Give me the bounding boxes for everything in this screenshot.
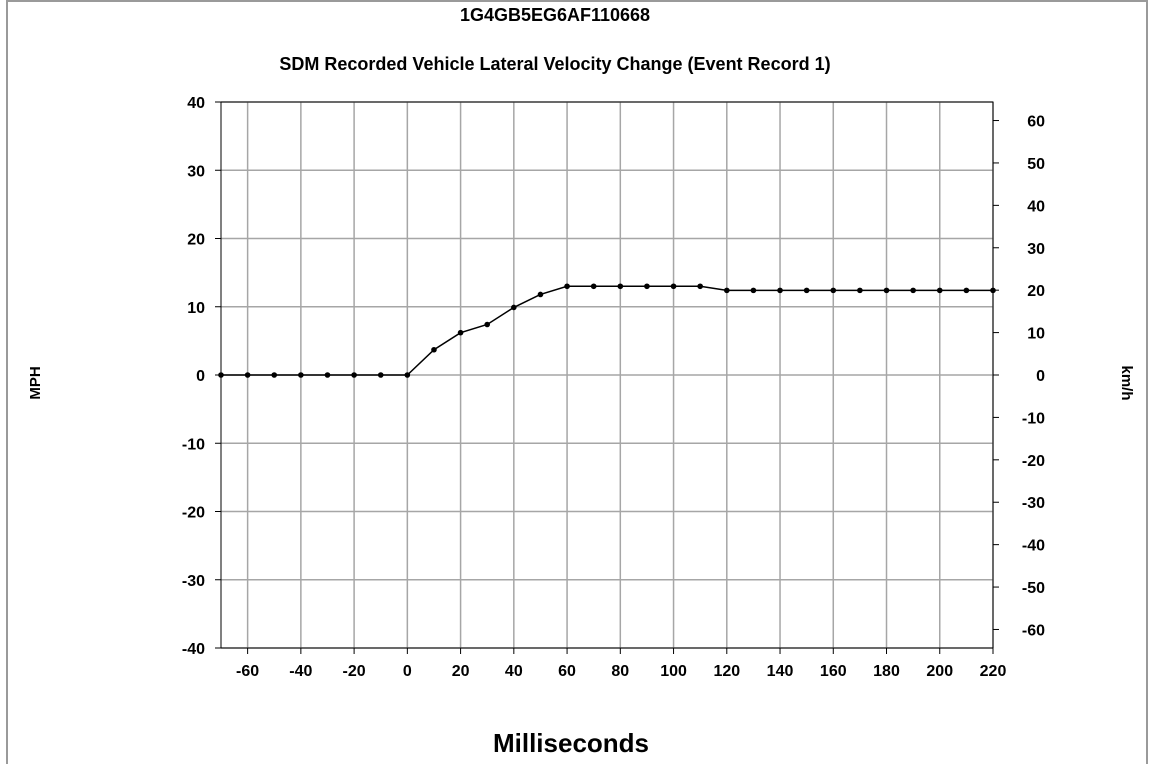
data-point xyxy=(830,287,837,294)
x-tick-label: 180 xyxy=(873,663,900,680)
x-tick-label: 100 xyxy=(660,663,687,680)
y-axis-right-ticks: -60 -50 -40 -30 -20 -10 0 10 20 30 40 50 60 xyxy=(993,114,1045,639)
data-point xyxy=(697,283,703,290)
y-tick-label-left: -20 xyxy=(182,505,205,522)
y-tick-label-right: -40 xyxy=(1022,538,1045,555)
y-tick-label-right: 0 xyxy=(1036,368,1045,385)
y-tick-label-right: -20 xyxy=(1022,453,1045,470)
chart-subtitle: SDM Recorded Vehicle Lateral Velocity Ch… xyxy=(279,54,830,74)
data-point xyxy=(777,287,783,294)
y-tick-label-right: -50 xyxy=(1022,580,1045,597)
data-point xyxy=(803,287,810,294)
data-point xyxy=(564,283,570,290)
x-tick-label: 220 xyxy=(980,663,1007,680)
x-tick-label: 120 xyxy=(713,663,740,680)
y-tick-label-right: 40 xyxy=(1027,198,1045,215)
x-axis-ticks: -60 -40 -20 0 20 40 60 80 100 120 140 160 180 200 220 xyxy=(236,648,1006,680)
data-point xyxy=(670,283,677,290)
data-point xyxy=(857,287,863,294)
chart-title: 1G4GB5EG6AF110668 xyxy=(460,5,650,25)
data-point xyxy=(617,283,624,290)
data-point xyxy=(750,287,757,294)
series-path xyxy=(221,285,993,376)
data-point xyxy=(883,287,890,294)
data-point xyxy=(590,283,597,290)
data-point xyxy=(936,287,943,294)
y-tick-label-right: -30 xyxy=(1022,495,1045,512)
x-tick-label: 140 xyxy=(767,663,794,680)
data-point xyxy=(431,346,437,353)
y-tick-label-right: -10 xyxy=(1022,410,1045,427)
data-point xyxy=(963,287,970,294)
data-point xyxy=(244,372,251,378)
data-point xyxy=(457,329,464,336)
x-tick-label: -20 xyxy=(343,663,366,680)
x-tick-label: -60 xyxy=(236,663,259,680)
y-tick-label-left: -10 xyxy=(182,436,205,453)
y-axis-right-label: km/h xyxy=(1118,365,1135,400)
data-point xyxy=(351,372,357,378)
x-axis-label: Milliseconds xyxy=(493,728,649,758)
data-point xyxy=(537,291,544,298)
y-tick-label-left: -30 xyxy=(182,573,205,590)
data-point xyxy=(404,372,411,378)
data-point xyxy=(324,372,331,378)
y-tick-label-right: 20 xyxy=(1027,283,1045,300)
data-point xyxy=(271,372,278,378)
x-tick-label: 20 xyxy=(452,663,470,680)
y-tick-label-left: 30 xyxy=(187,163,205,180)
y-tick-label-left: -40 xyxy=(182,641,205,658)
y-tick-label-left: 0 xyxy=(196,368,205,385)
x-tick-label: 60 xyxy=(558,663,576,680)
y-tick-label-right: 10 xyxy=(1027,326,1045,343)
data-point xyxy=(723,287,730,294)
data-point xyxy=(377,372,384,378)
y-tick-label-right: 30 xyxy=(1027,241,1045,258)
y-tick-label-left: 40 xyxy=(187,95,205,112)
y-tick-label-left: 10 xyxy=(187,300,205,317)
y-tick-label-right: 60 xyxy=(1027,114,1045,131)
data-point xyxy=(910,287,916,294)
y-axis-left-ticks: -40 -30 -20 -10 0 10 20 30 40 xyxy=(182,95,221,658)
y-tick-label-left: 20 xyxy=(187,232,205,249)
y-tick-label-right: 50 xyxy=(1027,156,1045,173)
y-tick-label-right: -60 xyxy=(1022,622,1045,639)
data-point xyxy=(990,287,996,294)
x-tick-label: -40 xyxy=(289,663,312,680)
x-tick-label: 80 xyxy=(611,663,629,680)
data-point xyxy=(644,283,650,290)
x-tick-label: 160 xyxy=(820,663,847,680)
data-point xyxy=(484,321,491,328)
x-tick-label: 200 xyxy=(926,663,953,680)
data-point xyxy=(511,304,517,311)
series-line xyxy=(218,283,996,378)
data-point xyxy=(218,372,224,378)
y-axis-left-label: MPH xyxy=(27,366,44,399)
x-tick-label: 40 xyxy=(505,663,523,680)
data-point xyxy=(298,372,304,378)
x-tick-label: 0 xyxy=(403,663,412,680)
